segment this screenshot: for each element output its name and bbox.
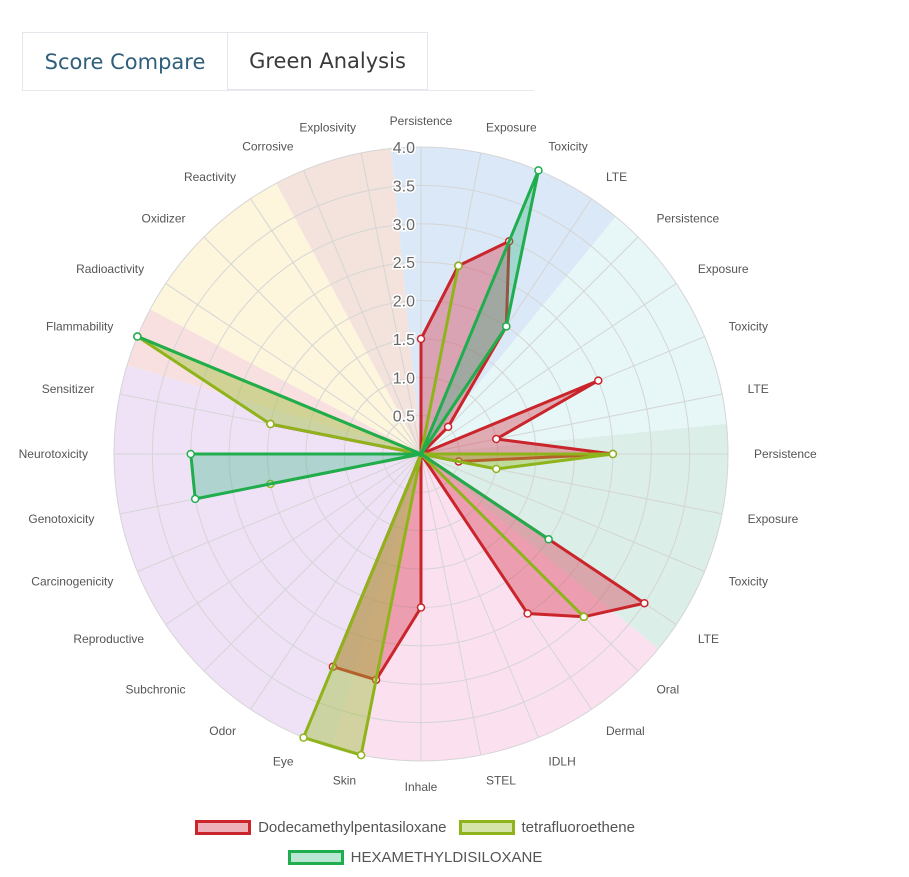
radar-spoke bbox=[250, 453, 422, 710]
legend-label: HEXAMETHYLDISILOXANE bbox=[350, 848, 543, 866]
axis-label: Exposure bbox=[698, 262, 749, 276]
axis-label: Reactivity bbox=[184, 170, 236, 184]
axis-label: Exposure bbox=[486, 120, 537, 134]
axis-label: LTE bbox=[748, 382, 769, 396]
radar-spoke bbox=[203, 236, 422, 455]
data-point bbox=[579, 612, 589, 622]
axis-label: Carcinogenicity bbox=[31, 574, 113, 588]
series-center-point bbox=[418, 451, 424, 457]
axis-label: Skin bbox=[333, 774, 356, 788]
radar-sector-1 bbox=[421, 216, 727, 454]
axis-label: Explosivity bbox=[299, 120, 356, 134]
legend-swatch bbox=[287, 849, 344, 865]
axis-label: Dermal bbox=[606, 724, 645, 738]
radar-spoke bbox=[165, 283, 422, 455]
axis-label: LTE bbox=[698, 632, 719, 646]
data-point bbox=[608, 449, 618, 459]
radar-spoke bbox=[420, 283, 677, 455]
axis-label: Oral bbox=[656, 682, 679, 696]
radar-spoke bbox=[137, 453, 422, 572]
axis-label: Oxidizer bbox=[142, 212, 186, 226]
radar-sector-5 bbox=[127, 309, 422, 454]
axis-label: Persistence bbox=[754, 447, 817, 461]
axis-label: Toxicity bbox=[548, 139, 587, 153]
data-point bbox=[416, 603, 426, 612]
legend-item-dodecamethylpentasiloxane[interactable]: Dodecamethylpentasiloxane bbox=[195, 818, 447, 836]
radial-tick-label: 2.5 bbox=[393, 255, 415, 272]
axis-label: Corrosive bbox=[242, 139, 294, 153]
data-point bbox=[299, 733, 308, 742]
axis-label: Reproductive bbox=[73, 632, 144, 646]
data-point bbox=[133, 332, 142, 341]
radar-chart: 0.5 1.0 1.5 2.0 2.5 3.0 3.5 4.0 Persistence Expos… bbox=[19, 114, 817, 794]
data-point bbox=[356, 750, 366, 760]
radar-sector-7 bbox=[276, 148, 421, 455]
radar-spoke bbox=[420, 236, 639, 455]
chart-legend: Dodecamethylpentasiloxane tetrafluoroeth… bbox=[0, 812, 830, 872]
data-point bbox=[523, 609, 532, 618]
data-point bbox=[502, 322, 511, 331]
tab-green-analysis[interactable]: Green Analysis bbox=[228, 32, 428, 90]
radar-spoke bbox=[420, 453, 705, 572]
axis-label: LTE bbox=[606, 170, 627, 184]
data-point bbox=[594, 376, 603, 385]
radial-tick-label: 1.5 bbox=[393, 332, 415, 349]
data-point bbox=[190, 494, 200, 504]
radial-tick-label: 3.5 bbox=[393, 178, 415, 195]
data-point bbox=[266, 419, 275, 429]
radar-spoke bbox=[420, 393, 723, 455]
legend-swatch bbox=[458, 819, 515, 835]
legend-label: Dodecamethylpentasiloxane bbox=[258, 818, 447, 836]
axis-label: Neurotoxicity bbox=[19, 447, 88, 461]
axis-label: Persistence bbox=[656, 212, 719, 226]
legend-label: tetrafluoroethene bbox=[521, 818, 635, 836]
tab-divider bbox=[22, 90, 534, 91]
data-point bbox=[186, 449, 195, 459]
radar-spoke bbox=[420, 453, 539, 738]
radial-tick-label: 2.0 bbox=[393, 294, 415, 311]
axis-label: Toxicity bbox=[729, 320, 768, 334]
legend-swatch bbox=[195, 819, 252, 835]
radial-tick-label: 3.0 bbox=[393, 217, 415, 234]
radar-spoke bbox=[303, 170, 422, 455]
legend-item-tetrafluoroethene[interactable]: tetrafluoroethene bbox=[458, 818, 635, 836]
radial-tick-label: 4.0 bbox=[393, 140, 415, 157]
series-hexamethyldisiloxane bbox=[133, 166, 553, 544]
data-point bbox=[443, 422, 453, 432]
data-point bbox=[534, 166, 543, 175]
axis-label: Subchronic bbox=[125, 682, 185, 696]
axis-label: Toxicity bbox=[729, 574, 768, 588]
axis-label: Exposure bbox=[748, 512, 799, 526]
axis-label: Radioactivity bbox=[76, 262, 144, 276]
radial-tick-label: 1.0 bbox=[393, 370, 415, 387]
axis-label: Eye bbox=[273, 755, 294, 769]
axis-label: Odor bbox=[209, 724, 236, 738]
axis-label: Inhale bbox=[405, 780, 438, 794]
tab-bar: Score Compare Green Analysis bbox=[22, 32, 428, 90]
data-point bbox=[416, 334, 426, 344]
radar-spoke bbox=[250, 198, 422, 455]
axis-label: IDLH bbox=[548, 755, 575, 769]
radar-spoke bbox=[360, 152, 422, 455]
legend-item-hexamethyldisiloxane[interactable]: HEXAMETHYLDISILOXANE bbox=[287, 848, 543, 866]
axis-label: Genotoxicity bbox=[28, 512, 94, 526]
data-point bbox=[544, 535, 553, 544]
data-point bbox=[492, 464, 501, 474]
radial-tick-label: 0.5 bbox=[393, 409, 415, 426]
axis-label: Sensitizer bbox=[42, 382, 95, 396]
axis-label: Flammability bbox=[46, 320, 113, 334]
radar-spoke bbox=[165, 453, 422, 625]
tab-score-compare[interactable]: Score Compare bbox=[22, 32, 228, 90]
data-point bbox=[640, 598, 649, 608]
data-point bbox=[454, 261, 463, 271]
data-point bbox=[492, 434, 501, 444]
axis-label: Persistence bbox=[390, 114, 453, 128]
radar-spoke bbox=[203, 453, 422, 672]
axis-label: STEL bbox=[486, 774, 516, 788]
radar-spoke bbox=[420, 453, 482, 756]
